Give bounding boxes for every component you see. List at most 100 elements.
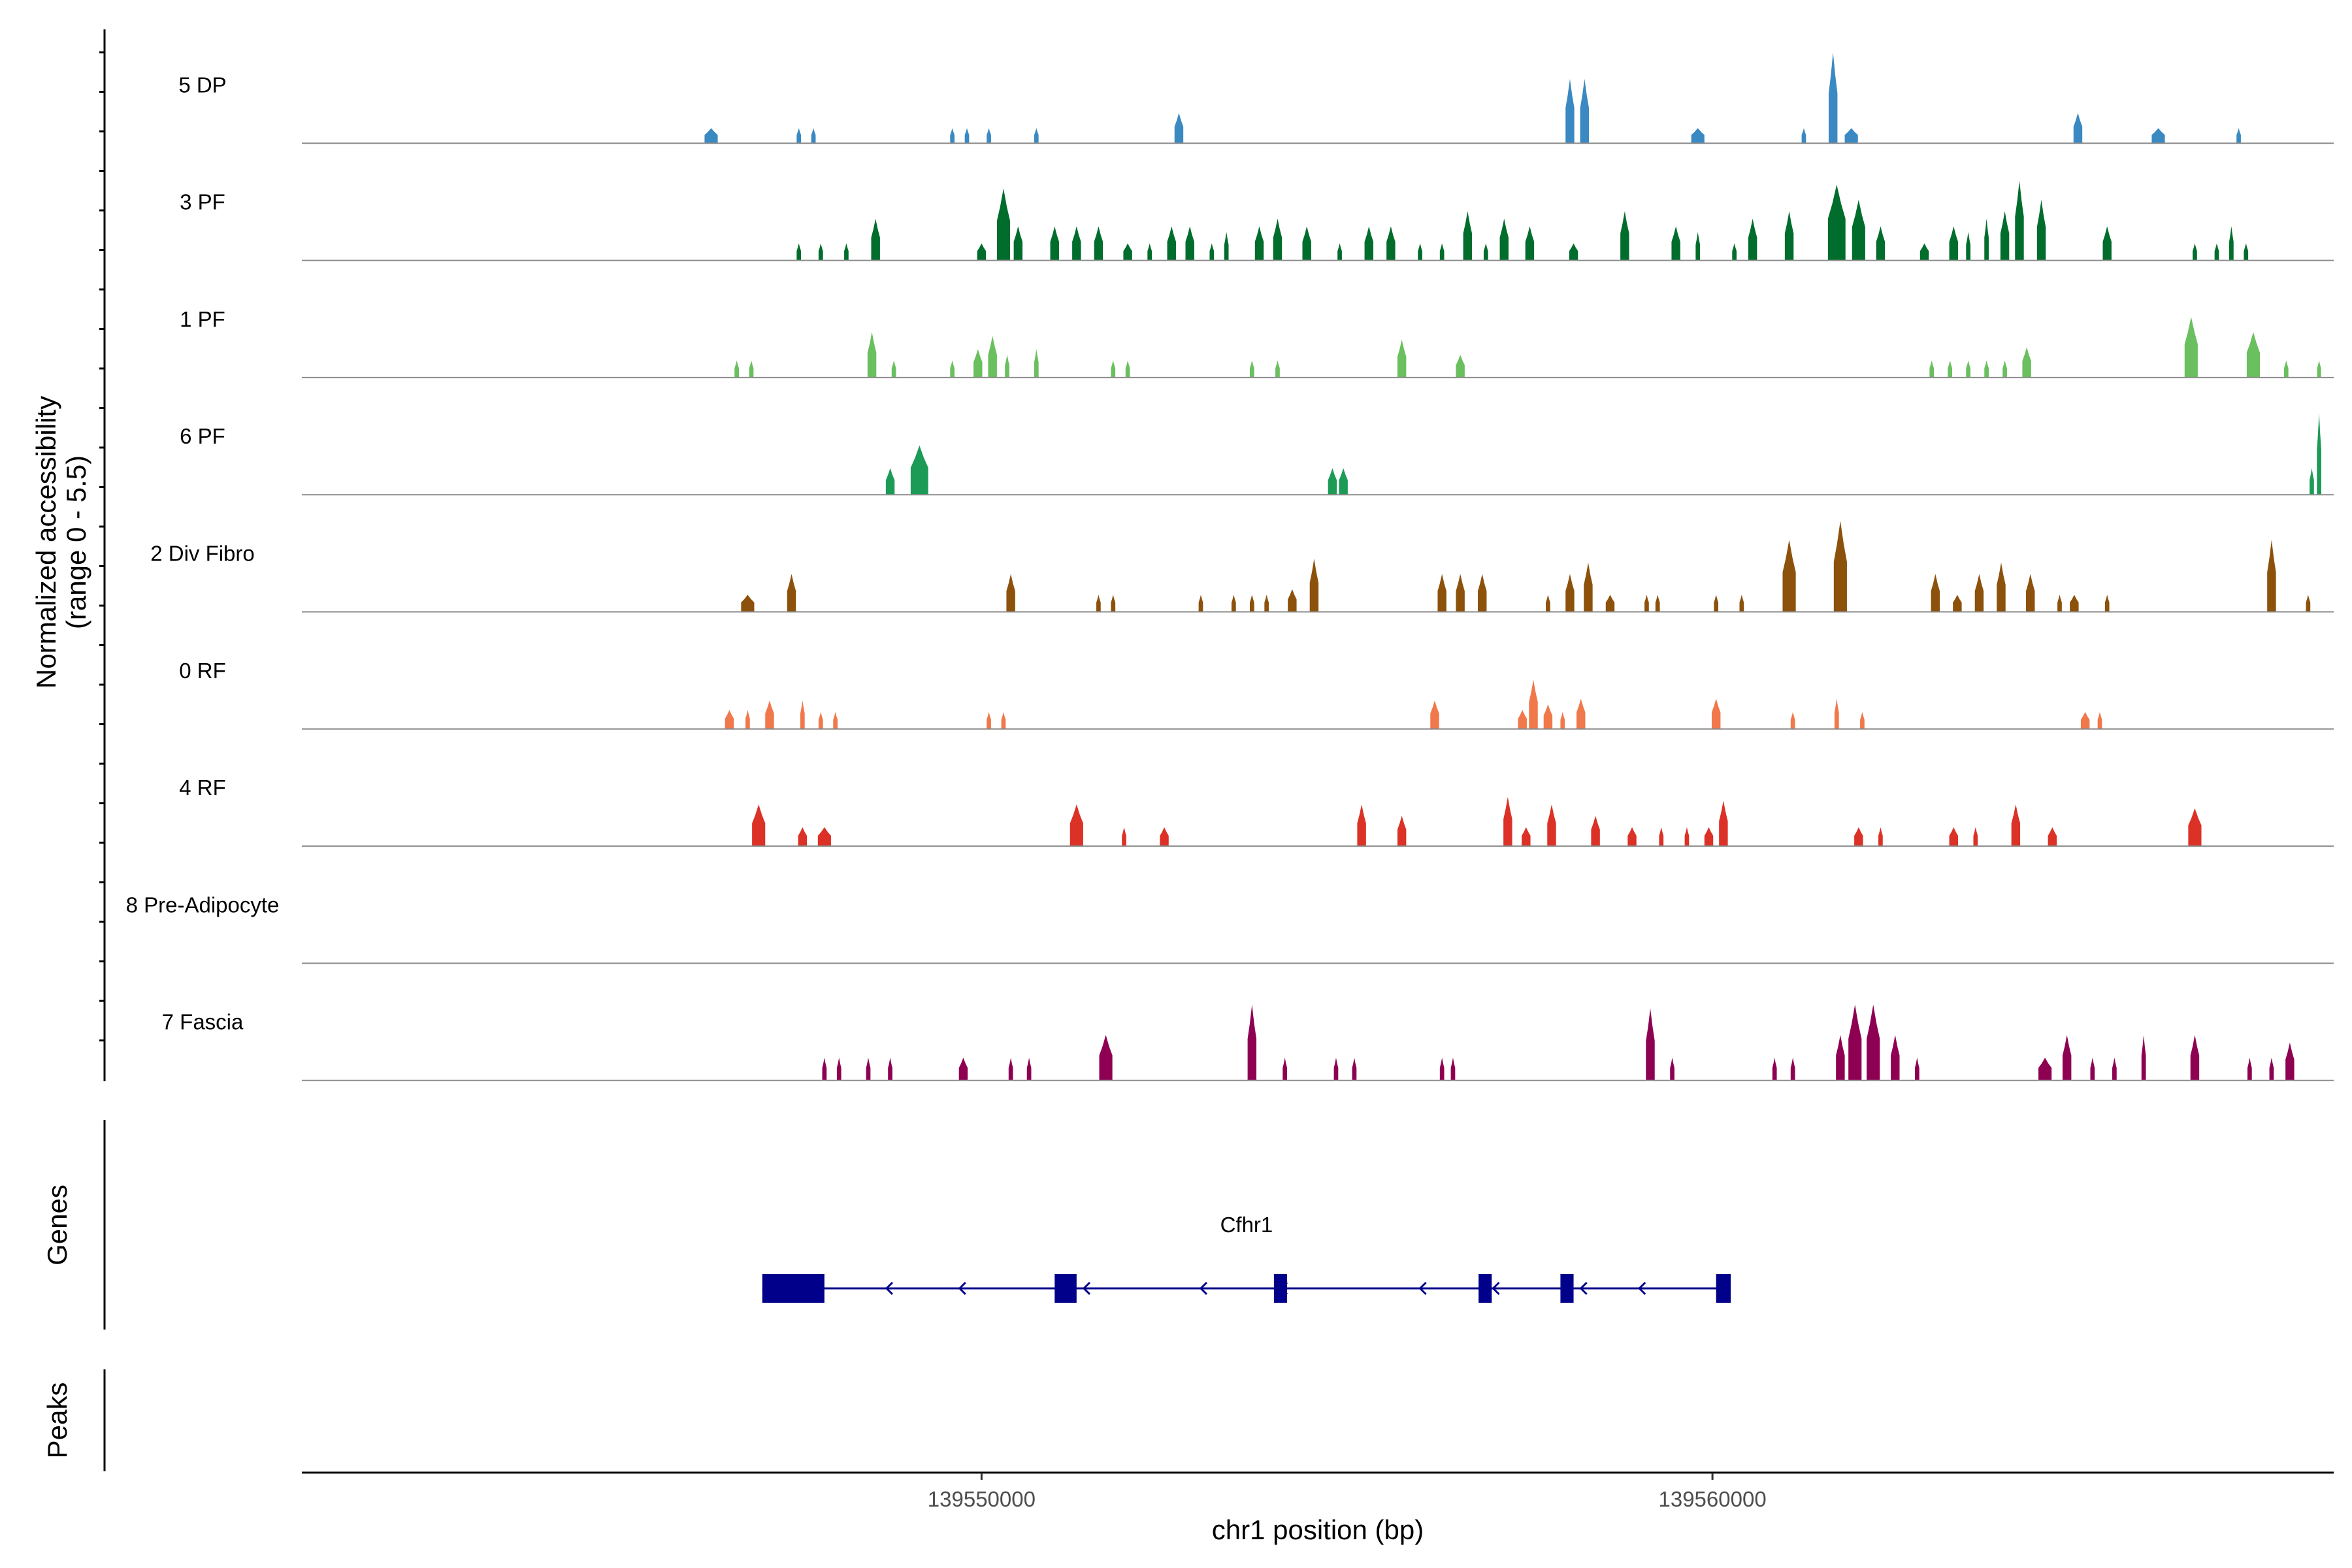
coverage-peak: [1695, 232, 1701, 261]
coverage-peak: [796, 243, 802, 261]
coverage-peak: [2080, 711, 2090, 729]
strand-arrow: [1418, 1281, 1427, 1296]
coverage-peak: [1546, 595, 1550, 612]
coverage-peak: [1997, 563, 2006, 612]
coverage-peak: [1547, 804, 1556, 847]
coverage-peak: [958, 1057, 968, 1081]
strand-arrow: [1082, 1281, 1091, 1296]
coverage-peak: [2229, 226, 2234, 261]
coverage-peak: [836, 1057, 841, 1081]
coverage-peak: [1714, 595, 1719, 612]
coverage-peak: [822, 1057, 827, 1081]
gene-exon: [1478, 1274, 1492, 1303]
coverage-peak: [1525, 226, 1535, 261]
track-5-dp: 5 DP: [178, 52, 2334, 144]
coverage-peak: [1876, 226, 1886, 261]
coverage-peak: [1973, 827, 1978, 847]
coverage-peak: [1620, 211, 1629, 261]
coverage-peak: [1684, 827, 1690, 847]
coverage-peak: [885, 468, 895, 495]
track-label: 0 RF: [179, 659, 226, 683]
coverage-peak: [1072, 226, 1081, 261]
coverage-peak: [1224, 232, 1229, 261]
coverage-peak: [2070, 595, 2079, 612]
coverage-peak: [996, 188, 1011, 261]
coverage-peak: [1949, 226, 1958, 261]
coverage-peak: [1732, 243, 1737, 261]
coverage-peak: [1790, 1057, 1795, 1081]
coverage-peak: [987, 711, 991, 729]
strand-arrow: [958, 1281, 966, 1296]
peaks-panel: Peaks: [42, 1369, 106, 1471]
coverage-peak: [1125, 360, 1130, 378]
coverage-peak: [1309, 559, 1319, 612]
coverage-peak: [1185, 226, 1194, 261]
strand-arrow: [1199, 1281, 1208, 1296]
coverage-peak: [1357, 804, 1366, 847]
coverage-peak: [2306, 595, 2311, 612]
coverage-peak: [1430, 700, 1439, 729]
coverage-peak: [833, 711, 838, 729]
coverage-peak: [1397, 339, 1407, 378]
coverage-peak: [2310, 468, 2314, 495]
track-label: 7 Fascia: [162, 1010, 244, 1034]
coverage-peak: [1439, 1057, 1445, 1081]
coverage-peak: [1174, 112, 1184, 144]
coverage-peak: [910, 445, 928, 495]
coverage-peak: [1333, 1057, 1339, 1081]
coverage-peak: [1646, 1008, 1655, 1081]
coverage-peak: [1463, 211, 1473, 261]
coverage-peak: [1860, 711, 1865, 729]
coverage-peak: [1477, 574, 1487, 612]
coverage-peak: [1670, 1057, 1674, 1081]
coverage-peak: [1833, 521, 1847, 612]
coverage-peak: [2097, 711, 2102, 729]
coverage-peak: [1339, 468, 1348, 495]
coverage-peak: [1094, 226, 1103, 261]
coverage-peak: [1264, 595, 1269, 612]
coverage-peak: [1565, 574, 1575, 612]
track-label: 4 RF: [179, 776, 226, 800]
coverage-peak: [1719, 800, 1728, 847]
coverage-peak: [2317, 360, 2321, 378]
x-tick-label: 139560000: [1659, 1487, 1767, 1511]
coverage-peak: [2193, 243, 2197, 261]
coverage-peak: [2038, 1057, 2052, 1081]
coverage-peak: [1198, 595, 1203, 612]
coverage-peak: [1591, 815, 1600, 847]
coverage-peak: [1499, 218, 1509, 261]
coverage-peak: [1439, 243, 1445, 261]
coverage-peak: [891, 360, 896, 378]
coverage-peak: [1386, 226, 1396, 261]
genes-panel-title: Genes: [42, 1184, 73, 1266]
coverage-peak: [2236, 128, 2241, 144]
x-tick-label: 139550000: [928, 1487, 1036, 1511]
coverage-peak: [1659, 827, 1664, 847]
coverage-peak: [2267, 540, 2276, 612]
coverage-peak: [1282, 1057, 1288, 1081]
coverage-peak: [2317, 413, 2321, 495]
track-8-pre-adipocyte: 8 Pre-Adipocyte: [126, 892, 2334, 964]
coverage-peak: [745, 710, 750, 729]
coverage-peak: [2036, 199, 2046, 261]
coverage-peak: [1337, 243, 1342, 261]
coverage-peak: [1739, 595, 1744, 612]
coverage-peak: [1418, 243, 1422, 261]
strand-arrow: [885, 1281, 894, 1296]
track-label: 3 PF: [180, 190, 225, 214]
coverage-peak: [2188, 808, 2202, 847]
coverage-peak: [987, 128, 991, 144]
coverage-peak: [1974, 574, 1984, 612]
coverage-peak: [1580, 78, 1590, 144]
track-7-fascia: 7 Fascia: [162, 1004, 2334, 1081]
coverage-peak: [1704, 827, 1714, 847]
coverage-peak: [2151, 128, 2165, 144]
coverage-peak: [2112, 1057, 2117, 1081]
coverage-peak: [1456, 574, 1465, 612]
track-4-rf: 4 RF: [179, 776, 2334, 847]
coverage-peak: [1891, 1035, 1900, 1081]
coverage-peak: [1784, 211, 1794, 261]
y-axis-title-line2: (range 0 - 5.5): [61, 455, 91, 629]
gene-cfhr1: Cfhr1: [762, 1213, 1731, 1303]
